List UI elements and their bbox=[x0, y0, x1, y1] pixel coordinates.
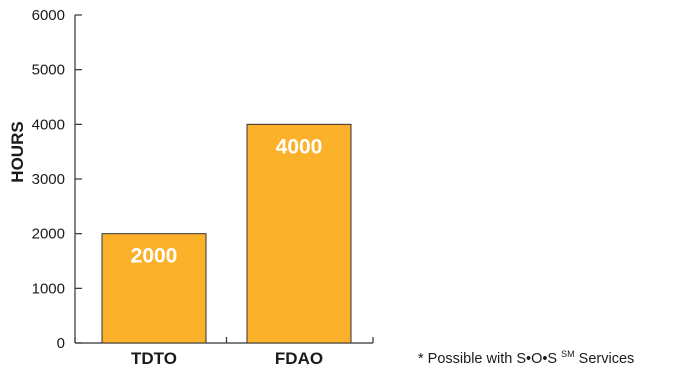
data-label-tdto: 2000 bbox=[131, 245, 178, 268]
x-tick-label-tdto: TDTO bbox=[131, 349, 177, 368]
y-tick-label-2000: 2000 bbox=[32, 226, 65, 243]
footnote-suffix: Services bbox=[579, 351, 635, 367]
y-tick-label-4000: 4000 bbox=[32, 116, 65, 133]
footnote-superscript: SM bbox=[561, 349, 575, 359]
chart-bars bbox=[101, 123, 352, 344]
footnote: * Possible with S•O•S SM Services bbox=[418, 345, 634, 367]
y-tick-label-3000: 3000 bbox=[32, 171, 65, 188]
y-axis-label: HOURS bbox=[8, 121, 27, 182]
data-label-fdao: 4000 bbox=[276, 135, 323, 158]
footnote-prefix: * Possible with S•O•S bbox=[418, 351, 557, 367]
chart-axes: 0 1000 2000 3000 4000 5000 6000 bbox=[32, 7, 374, 352]
bar-tdto bbox=[101, 233, 207, 344]
x-tick-label-fdao: FDAO bbox=[275, 349, 323, 368]
y-tick-label-0: 0 bbox=[57, 335, 65, 352]
y-tick-label-5000: 5000 bbox=[32, 62, 65, 79]
chart-labels: 2000 TDTO 4000 FDAO bbox=[131, 135, 323, 368]
y-tick-label-6000: 6000 bbox=[32, 7, 65, 24]
y-tick-label-1000: 1000 bbox=[32, 280, 65, 297]
bar-fdao bbox=[246, 123, 352, 344]
